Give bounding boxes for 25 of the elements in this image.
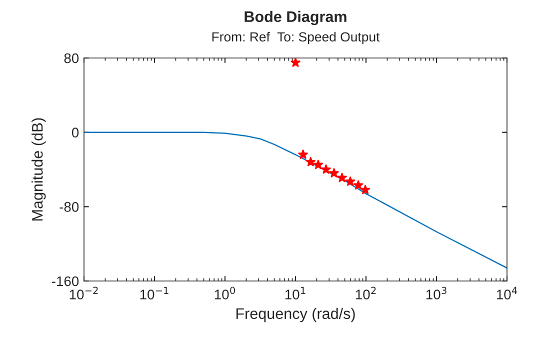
x-tick-label: 10$^{1}$ <box>285 286 306 300</box>
point <box>290 58 300 67</box>
x-tick-label: 10$^{4}$ <box>496 286 518 300</box>
point <box>360 184 370 194</box>
x-tick-label: 10$^{0}$ <box>214 286 236 300</box>
point <box>329 168 339 178</box>
point <box>337 172 347 182</box>
x-tick-label: 10$^{3}$ <box>426 286 446 300</box>
point <box>306 156 316 166</box>
x-axis-title: Frequency (rad/s) <box>236 308 355 322</box>
y-axis-title: Magnitude (dB) <box>32 118 46 220</box>
chart-subtitle: From: Ref To: Speed Output <box>212 32 380 44</box>
y-tick-label: -160 <box>52 276 79 286</box>
point <box>345 176 356 186</box>
y-tick-label: 80 <box>64 53 79 64</box>
x-tick-label: 10$^{2}$ <box>356 286 376 300</box>
chart-title: Bode Diagram <box>244 10 346 26</box>
point <box>298 150 308 159</box>
x-tick-label: 10$^{−1}$ <box>140 286 168 300</box>
point <box>313 160 324 170</box>
point <box>321 164 331 174</box>
y-tick-label: -80 <box>60 202 79 212</box>
y-tick-label: 0 <box>72 128 79 138</box>
point <box>353 180 364 190</box>
x-tick-label: 10$^{−2}$ <box>70 286 98 300</box>
